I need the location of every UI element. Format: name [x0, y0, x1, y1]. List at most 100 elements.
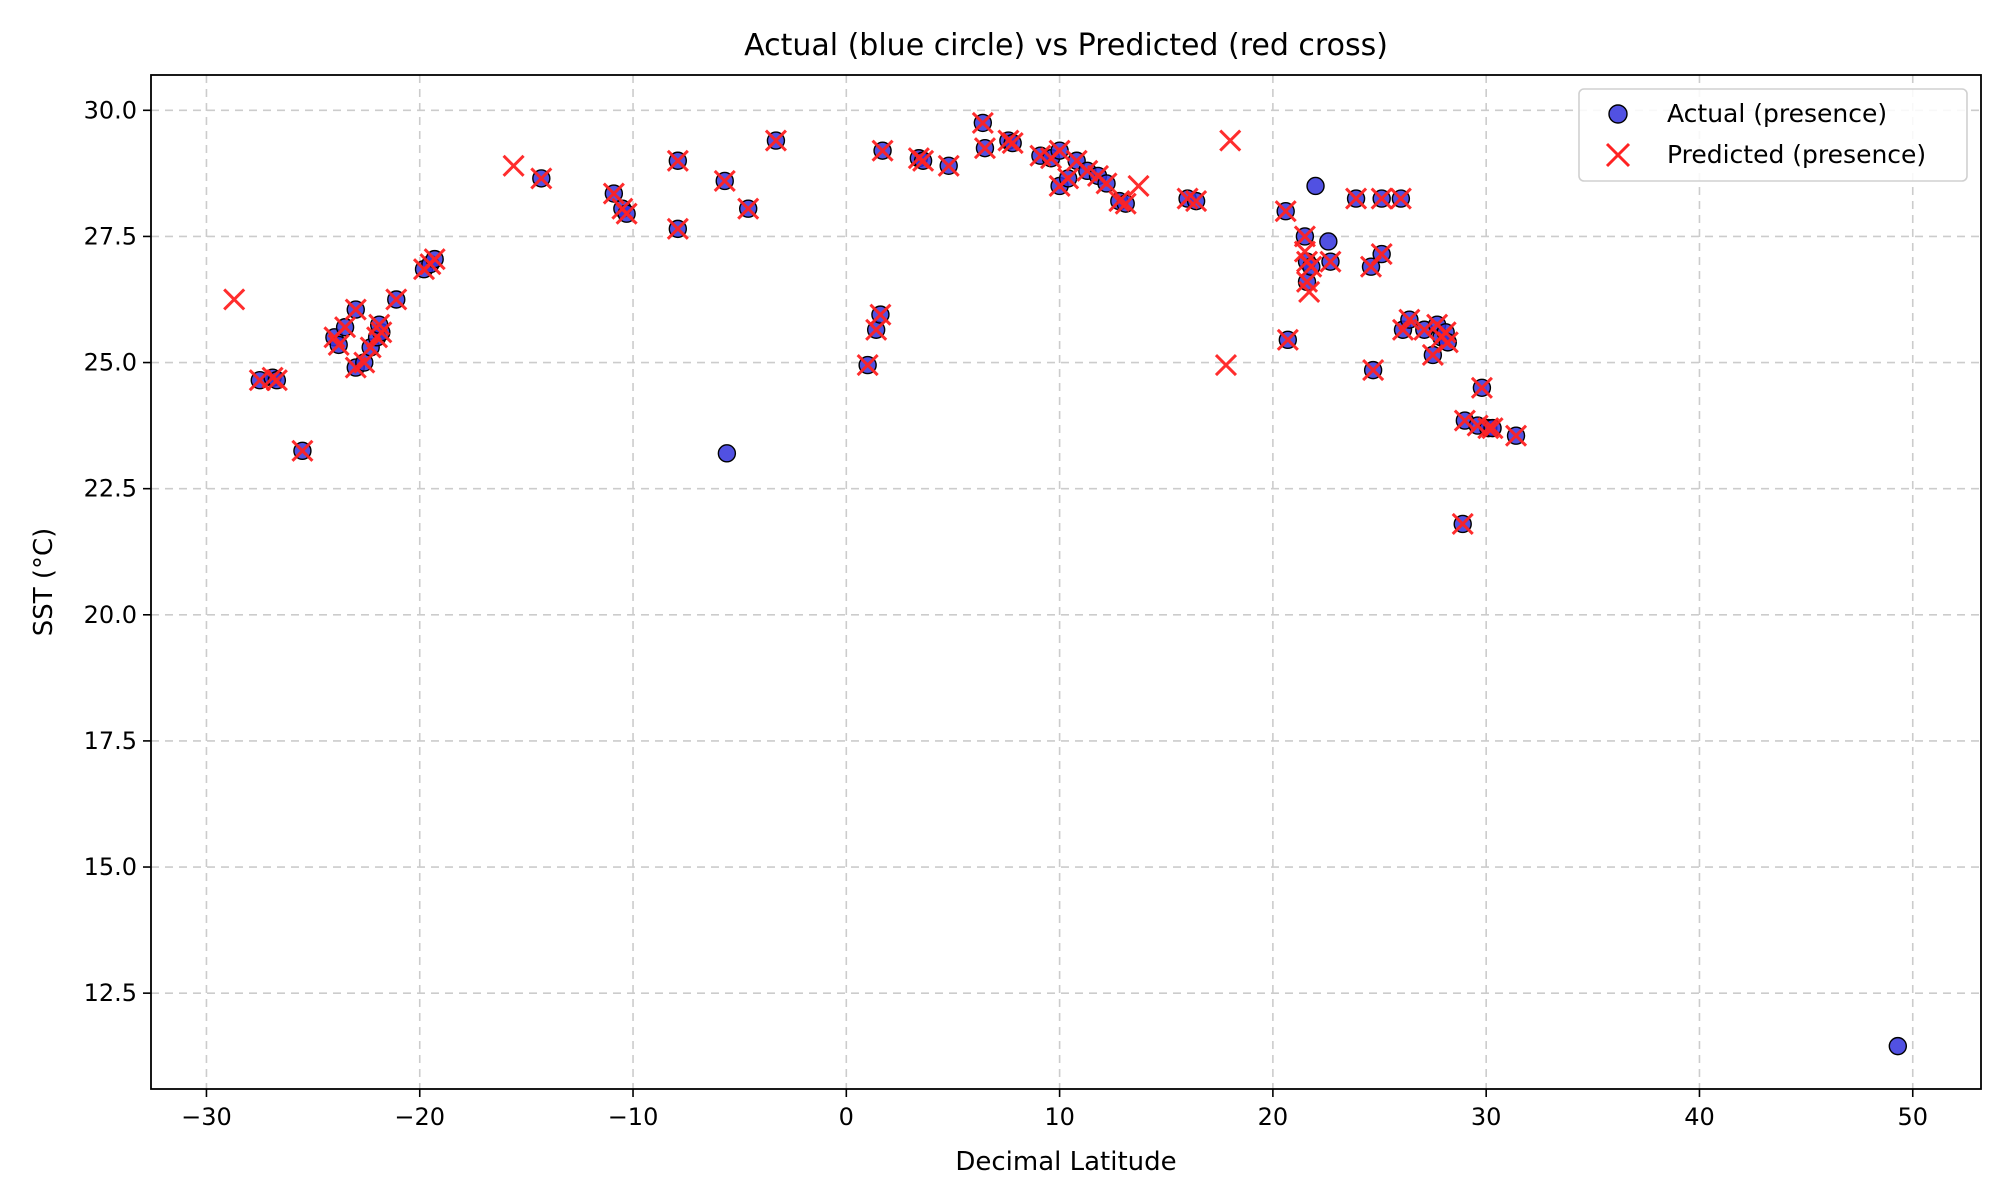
predicted-point — [1477, 417, 1500, 440]
predicted-point — [1481, 417, 1504, 440]
predicted-point — [353, 351, 376, 374]
predicted-point — [865, 318, 888, 341]
y-tick-label: 17.5 — [84, 727, 137, 755]
predicted-point — [615, 202, 638, 225]
predicted-point — [602, 182, 625, 205]
y-axis-label: SST (°C) — [29, 528, 59, 637]
legend-predicted-label: Predicted (presence) — [1667, 140, 1926, 169]
y-tick-label: 22.5 — [84, 475, 137, 503]
plot-frame — [150, 74, 1982, 1090]
x-tick-label: 20 — [1258, 1103, 1289, 1131]
predicted-point — [1108, 190, 1131, 213]
predicted-point — [334, 316, 357, 339]
predicted-point — [1504, 424, 1528, 447]
predicted-point — [1300, 255, 1323, 278]
predicted-point — [1470, 376, 1493, 399]
predicted-point — [1345, 187, 1368, 210]
predicted-point — [344, 298, 367, 321]
predicted-point — [370, 321, 393, 344]
predicted-point — [1095, 172, 1118, 195]
predicted-point — [666, 149, 689, 172]
predicted-point — [764, 129, 787, 152]
y-tick-label: 15.0 — [84, 853, 137, 881]
x-tick-label: 0 — [839, 1103, 854, 1131]
predicted-point — [368, 313, 391, 336]
predicted-point — [265, 369, 288, 392]
predicted-point — [1370, 187, 1393, 210]
x-tick-label: 40 — [1684, 1103, 1715, 1131]
predicted-point — [973, 137, 997, 160]
predicted-point — [869, 303, 892, 326]
actual-point — [1306, 176, 1325, 196]
predicted-point — [971, 111, 994, 134]
y-axis-ticks: 12.5 15.0 17.5 20.0 22.5 25.0 27.5 30.0 — [84, 96, 151, 1007]
x-tick-label: −30 — [181, 1103, 232, 1131]
y-tick-label: 25.0 — [84, 349, 137, 377]
predicted-point — [666, 217, 689, 240]
predicted-point — [856, 354, 879, 377]
predicted-point — [1413, 318, 1436, 341]
predicted-point — [223, 288, 246, 311]
predicted-point — [1114, 192, 1137, 215]
legend-actual-marker — [1608, 104, 1628, 124]
predicted-point — [1274, 200, 1297, 223]
x-axis-ticks: −30 −20 −10 0 10 20 30 40 50 — [181, 1089, 1928, 1131]
predicted-point — [1276, 328, 1299, 351]
predicted-point — [423, 248, 446, 271]
predicted-point — [1453, 409, 1476, 432]
y-tick-label: 30.0 — [84, 96, 137, 124]
predicted-point — [385, 288, 408, 311]
predicted-point — [1001, 132, 1024, 155]
predicted-point — [912, 149, 935, 172]
predicted-point — [1421, 343, 1444, 367]
x-axis-label: Decimal Latitude — [955, 1147, 1176, 1177]
predicted-point — [1219, 129, 1242, 152]
legend: Actual (presence) Predicted (presence) — [1578, 88, 1968, 182]
predicted-point — [1398, 308, 1421, 331]
actual-point — [1888, 1036, 1908, 1056]
legend-box — [1578, 88, 1968, 182]
x-tick-label: −10 — [608, 1103, 659, 1131]
predicted-point — [871, 139, 894, 162]
predicted-point — [502, 154, 525, 177]
predicted-point — [1436, 331, 1459, 354]
predicted-point — [1389, 187, 1412, 210]
x-tick-label: 10 — [1044, 1103, 1075, 1131]
predicted-point — [737, 197, 760, 220]
predicted-point — [1185, 190, 1208, 213]
predicted-point — [1298, 280, 1321, 303]
predicted-series — [223, 111, 1528, 536]
predicted-point — [1362, 359, 1385, 382]
predicted-point — [713, 169, 736, 193]
predicted-point — [937, 154, 960, 177]
x-tick-label: 30 — [1471, 1103, 1502, 1131]
plot-markers — [223, 111, 1908, 1056]
predicted-point — [1176, 187, 1199, 210]
legend-predicted-marker — [1605, 142, 1631, 168]
chart-title: Actual (blue circle) vs Predicted (red c… — [744, 28, 1388, 63]
actual-point — [717, 444, 737, 463]
predicted-point — [530, 167, 553, 190]
grid — [151, 75, 1981, 1089]
y-tick-label: 12.5 — [84, 979, 137, 1007]
actual-point — [1319, 232, 1338, 251]
y-tick-label: 20.0 — [84, 601, 137, 629]
predicted-point — [1076, 159, 1099, 182]
predicted-point — [1319, 250, 1342, 273]
predicted-point — [1293, 240, 1316, 263]
predicted-point — [1057, 167, 1080, 190]
predicted-point — [1391, 318, 1415, 341]
predicted-point — [1048, 139, 1071, 162]
predicted-point — [1127, 174, 1150, 198]
x-tick-label: 50 — [1897, 1103, 1928, 1131]
predicted-point — [359, 336, 382, 359]
x-tick-label: −20 — [394, 1103, 445, 1131]
y-tick-label: 27.5 — [84, 222, 137, 250]
predicted-point — [1370, 243, 1393, 266]
predicted-point — [291, 439, 314, 462]
legend-actual-label: Actual (presence) — [1667, 99, 1887, 128]
predicted-point — [1214, 354, 1238, 377]
predicted-point — [327, 333, 350, 356]
